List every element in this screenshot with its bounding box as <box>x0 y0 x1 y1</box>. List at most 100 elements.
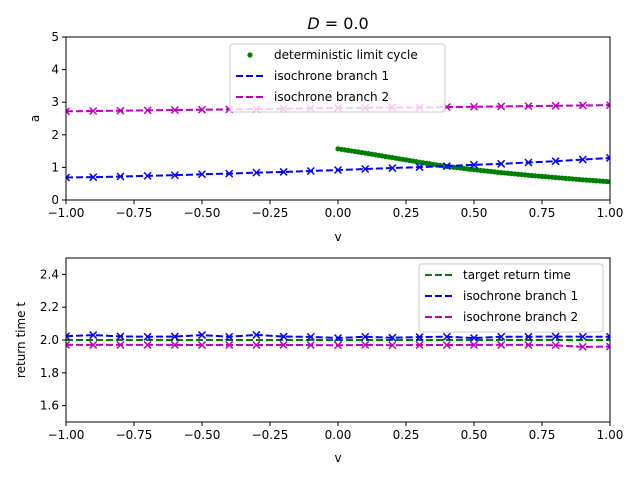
top-y-axis-label: a <box>28 115 42 122</box>
series-marker <box>143 106 152 115</box>
x-tick-label: −1.00 <box>48 428 85 442</box>
x-tick-label: −0.75 <box>116 206 153 220</box>
bottom-panel: −1.00 −0.75 −0.50 −0.25 0.00 0.25 0.50 0.75 1.00… <box>14 257 623 465</box>
series-marker <box>89 106 98 116</box>
series-marker <box>388 341 397 350</box>
series-marker <box>66 173 71 182</box>
series-marker <box>66 107 71 116</box>
top-x-axis-label: v <box>334 230 341 244</box>
series-marker <box>306 341 315 350</box>
bottom-plot-area <box>66 330 610 351</box>
series-marker <box>197 331 207 340</box>
series-marker <box>225 332 234 341</box>
series-marker <box>469 102 479 111</box>
series-marker <box>225 169 234 178</box>
series-marker <box>197 105 207 114</box>
series-marker <box>551 332 560 341</box>
series-marker <box>361 340 370 349</box>
series-marker <box>361 164 370 174</box>
series-marker <box>306 166 315 176</box>
y-tick-label: 1.6 <box>40 399 59 413</box>
series-marker <box>578 155 587 164</box>
series-marker <box>605 332 610 341</box>
series-marker <box>279 340 288 349</box>
series-marker <box>442 162 451 171</box>
series-marker <box>66 340 71 349</box>
series-marker <box>170 105 179 115</box>
series-marker <box>497 102 506 111</box>
x-tick-label: 0.25 <box>393 428 420 442</box>
series-marker <box>333 341 343 350</box>
series-marker <box>225 340 234 349</box>
x-tick-label: 1.00 <box>597 428 624 442</box>
x-tick-label: −0.25 <box>252 206 289 220</box>
legend-box <box>418 263 604 333</box>
series-marker <box>143 171 152 180</box>
series-1 <box>66 153 610 182</box>
x-tick-label: 0.00 <box>325 206 352 220</box>
series-marker <box>605 101 610 110</box>
series-marker <box>524 102 533 111</box>
series-marker <box>143 332 152 341</box>
series-marker <box>116 340 125 349</box>
x-tick-label: −0.75 <box>116 428 153 442</box>
series-marker <box>170 171 179 180</box>
series-marker <box>524 158 533 167</box>
bottom-legend: target return time isochrone branch 1 isoc… <box>418 263 604 333</box>
limit-cycle-point <box>607 179 610 185</box>
y-tick-label: 2.4 <box>40 267 59 281</box>
x-tick-label: 0.75 <box>529 428 556 442</box>
series-marker <box>116 172 125 181</box>
series-marker <box>469 160 479 169</box>
series-marker <box>578 101 587 110</box>
series-marker <box>143 340 152 349</box>
bottom-y-axis-label: return time t <box>14 302 28 378</box>
series-marker <box>170 340 179 349</box>
x-tick-label: 0.75 <box>529 206 556 220</box>
series-marker <box>551 101 560 110</box>
series-marker <box>306 332 315 341</box>
series-marker <box>469 340 479 349</box>
series-1 <box>66 330 610 343</box>
series-marker <box>252 168 261 177</box>
series-marker <box>605 153 610 162</box>
bottom-axis-ticks: −1.00 −0.75 −0.50 −0.25 0.00 0.25 0.50 0.75 1.00… <box>40 267 623 442</box>
legend-label: deterministic limit cycle <box>274 48 418 62</box>
series-marker <box>497 332 506 341</box>
series-marker <box>578 332 587 341</box>
x-tick-label: −1.00 <box>48 206 85 220</box>
bottom-x-axis-label: v <box>334 451 341 465</box>
legend-label: isochrone branch 2 <box>274 90 389 104</box>
series-marker <box>469 334 479 343</box>
series-marker <box>497 340 506 349</box>
x-tick-label: 0.25 <box>393 206 420 220</box>
x-tick-label: −0.50 <box>184 428 221 442</box>
top-legend: deterministic limit cycle isochrone branc… <box>229 43 446 113</box>
legend-box <box>229 43 446 113</box>
y-tick-label: 3 <box>51 95 59 109</box>
series-marker <box>388 164 397 173</box>
y-tick-label: 0 <box>51 193 59 207</box>
series-marker <box>551 341 560 350</box>
series-marker <box>442 332 451 341</box>
series-marker <box>333 334 343 343</box>
series-0 <box>335 146 610 185</box>
series-marker <box>524 332 533 341</box>
series-marker <box>415 333 424 342</box>
legend-label: isochrone branch 2 <box>463 310 578 324</box>
y-tick-label: 5 <box>51 30 59 44</box>
series-marker <box>89 331 98 340</box>
series-marker <box>279 167 288 176</box>
series-marker <box>388 333 397 342</box>
series-marker <box>605 342 610 351</box>
series-marker <box>252 341 261 350</box>
series-marker <box>524 340 533 349</box>
x-tick-label: −0.25 <box>252 428 289 442</box>
chart-title: D = 0.0 <box>307 14 368 33</box>
series-marker <box>497 159 506 168</box>
series-2 <box>66 340 610 351</box>
legend-handle <box>247 52 253 58</box>
y-tick-label: 4 <box>51 63 59 77</box>
series-marker <box>279 332 288 341</box>
